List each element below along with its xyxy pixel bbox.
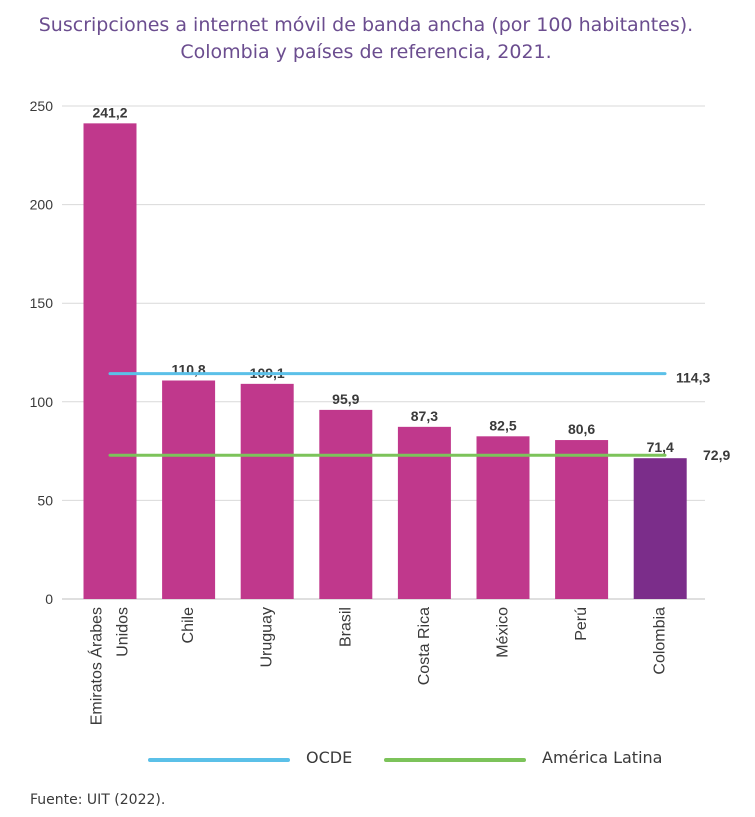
bar — [240, 383, 294, 599]
x-tick-label: Chile — [180, 607, 197, 644]
data-label: 80,6 — [568, 421, 595, 437]
bar — [319, 409, 373, 599]
title-line-1: Suscripciones a internet móvil de banda … — [38, 14, 694, 36]
x-tick-label: Colombia — [652, 607, 669, 675]
bar-chart: 0 50 100 150 200 250 241,2 Emiratos Árabes Unido… — [30, 98, 731, 725]
bar — [476, 436, 530, 599]
chart-title: Suscripciones a internet móvil de banda … — [0, 12, 732, 66]
x-tick-label: Brasil — [337, 607, 354, 647]
legend-america-latina-swatch — [384, 758, 526, 762]
y-tick-label: 200 — [30, 197, 54, 213]
data-label: 71,4 — [647, 439, 674, 455]
x-tick-label: Emiratos Árabes — [87, 607, 106, 725]
bar — [397, 426, 451, 599]
legend-ocde-swatch — [148, 758, 290, 762]
y-tick-label: 0 — [45, 591, 53, 607]
data-label: 241,2 — [92, 104, 127, 120]
x-tick-label: Perú — [573, 607, 590, 641]
legend-ocde-label: OCDE — [306, 748, 353, 767]
y-tick-label: 250 — [30, 98, 54, 114]
data-label: 110,8 — [171, 362, 205, 378]
legend-america-latina: América Latina — [384, 745, 684, 773]
bar — [633, 458, 687, 599]
data-label: 87,3 — [411, 408, 438, 424]
reference-line-label: 114,3 — [676, 370, 710, 386]
y-tick-label: 100 — [30, 394, 54, 410]
reference-line-label: 72,9 — [703, 447, 730, 463]
legend-ocde: OCDE — [148, 745, 368, 773]
x-tick-label: Uruguay — [259, 607, 276, 667]
x-tick-label: Unidos — [115, 607, 132, 657]
source-note: Fuente: UIT (2022). — [30, 792, 166, 808]
x-tick-label: México — [495, 607, 512, 658]
data-label: 95,9 — [332, 391, 359, 407]
data-label: 82,5 — [489, 417, 516, 433]
bar — [555, 440, 609, 599]
y-tick-label: 50 — [37, 492, 53, 508]
x-tick-label: Costa Rica — [416, 607, 433, 685]
legend-america-latina-label: América Latina — [542, 748, 663, 767]
y-tick-label: 150 — [30, 295, 54, 311]
bar — [162, 380, 216, 599]
title-line-2: Colombia y países de referencia, 2021. — [180, 41, 552, 63]
bar — [83, 123, 137, 599]
